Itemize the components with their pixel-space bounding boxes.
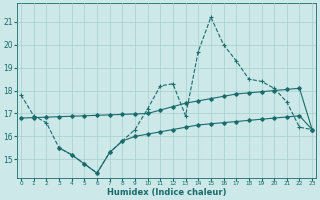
X-axis label: Humidex (Indice chaleur): Humidex (Indice chaleur)	[107, 188, 226, 197]
